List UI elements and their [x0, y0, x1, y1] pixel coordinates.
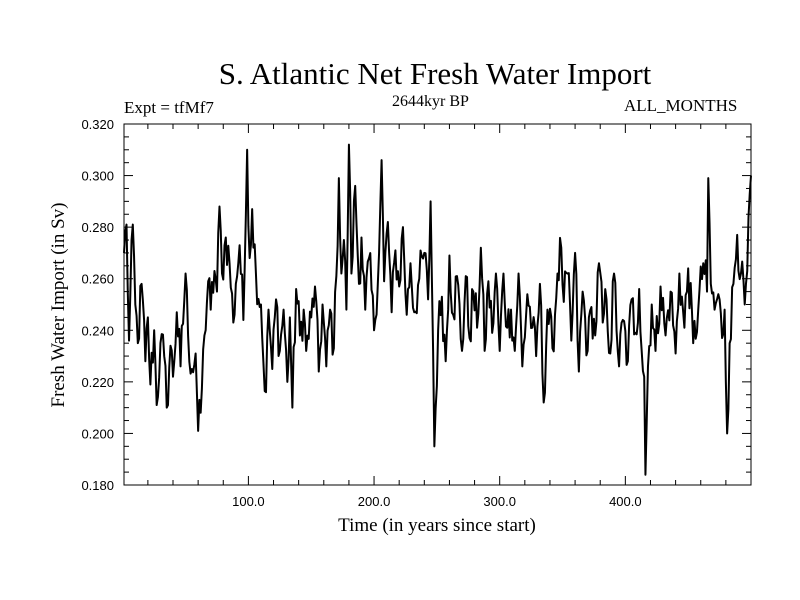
- series-line-fresh-water-import: [123, 143, 752, 476]
- x-tick-label: 200.0: [358, 494, 391, 509]
- x-tick-label: 100.0: [232, 494, 265, 509]
- x-tick-label: 400.0: [609, 494, 642, 509]
- y-tick-label: 0.240: [81, 323, 114, 338]
- y-tick-label: 0.320: [81, 117, 114, 132]
- y-tick-label: 0.200: [81, 426, 114, 441]
- y-tick-label: 0.180: [81, 478, 114, 493]
- y-axis-label: Fresh Water Import (in Sv): [48, 203, 69, 408]
- x-axis-label: Time (in years since start): [338, 515, 536, 536]
- y-tick-label: 0.280: [81, 220, 114, 235]
- y-tick-label: 0.220: [81, 375, 114, 390]
- y-tick-label: 0.300: [81, 169, 114, 184]
- plot-frame: [123, 123, 752, 486]
- x-tick-label: 300.0: [483, 494, 516, 509]
- y-tick-label: 0.260: [81, 272, 114, 287]
- experiment-label: Expt = tfMf7: [124, 98, 214, 117]
- axis-ticks: [124, 123, 751, 486]
- axis-tick-labels: 0.180 0.200 0.220 0.240 0.260 0.280 0.300 0.320…: [81, 117, 641, 509]
- period-label: 2644kyr BP: [392, 93, 469, 110]
- chart-title: S. Atlantic Net Fresh Water Import: [218, 56, 652, 91]
- months-label: ALL_MONTHS: [624, 96, 738, 115]
